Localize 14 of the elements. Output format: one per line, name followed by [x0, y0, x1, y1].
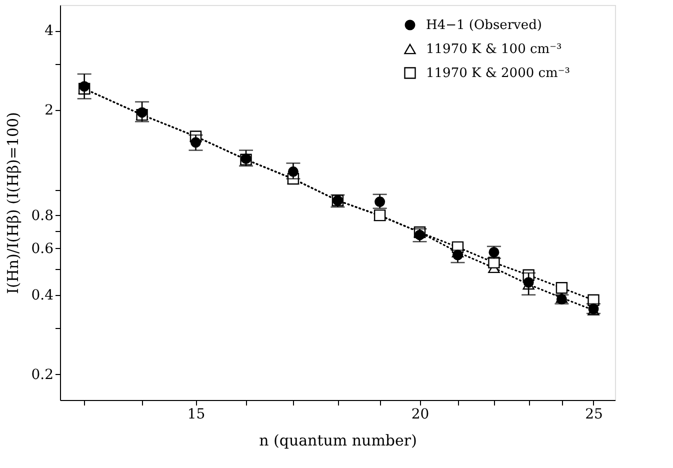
y-tick-label: 0.6	[31, 240, 54, 257]
y-tick-label: 0.4	[31, 287, 54, 304]
y-tick-label: 0.8	[31, 208, 54, 224]
y-tick-label: 0.2	[31, 366, 54, 383]
y-tick-label: 4	[44, 23, 54, 40]
legend-label: H4−1 (Observed)	[426, 18, 542, 33]
y-axis-title: I(Hn)/I(Hβ) (I(Hβ)=100)	[4, 112, 22, 294]
legend-label: 11970 K & 100 cm⁻³	[426, 42, 562, 57]
legend-label: 11970 K & 2000 cm⁻³	[426, 66, 570, 81]
x-tick-label: 25	[585, 406, 603, 422]
y-tick-label: 2	[44, 102, 54, 119]
x-axis-title: n (quantum number)	[259, 432, 417, 450]
x-tick-label: 20	[411, 406, 430, 422]
x-tick-label: 15	[187, 406, 206, 422]
